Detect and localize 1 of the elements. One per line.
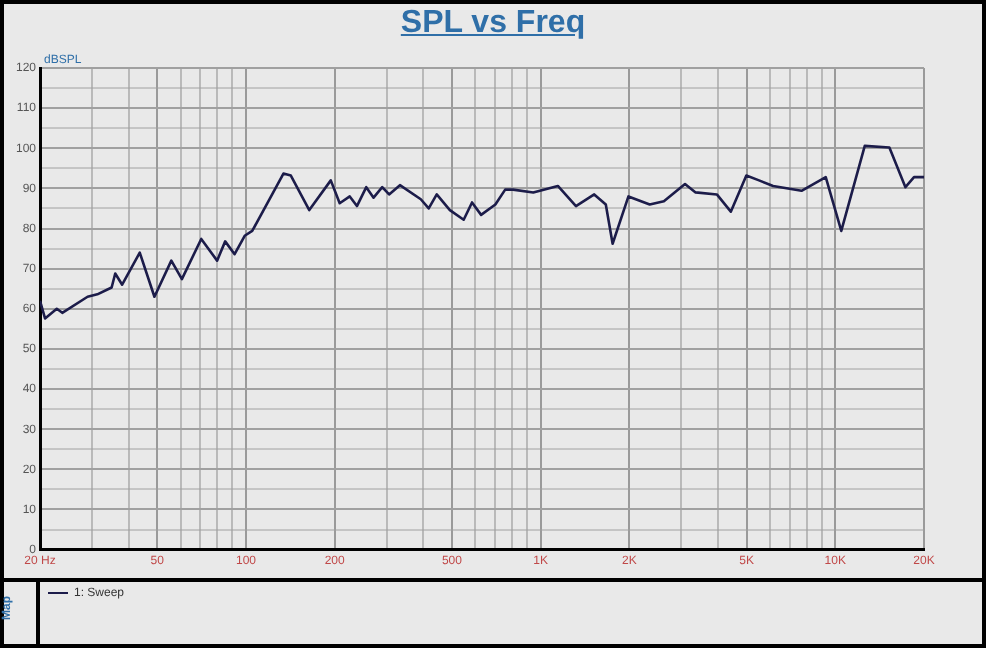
chart-title: SPL vs Freq: [398, 6, 588, 42]
